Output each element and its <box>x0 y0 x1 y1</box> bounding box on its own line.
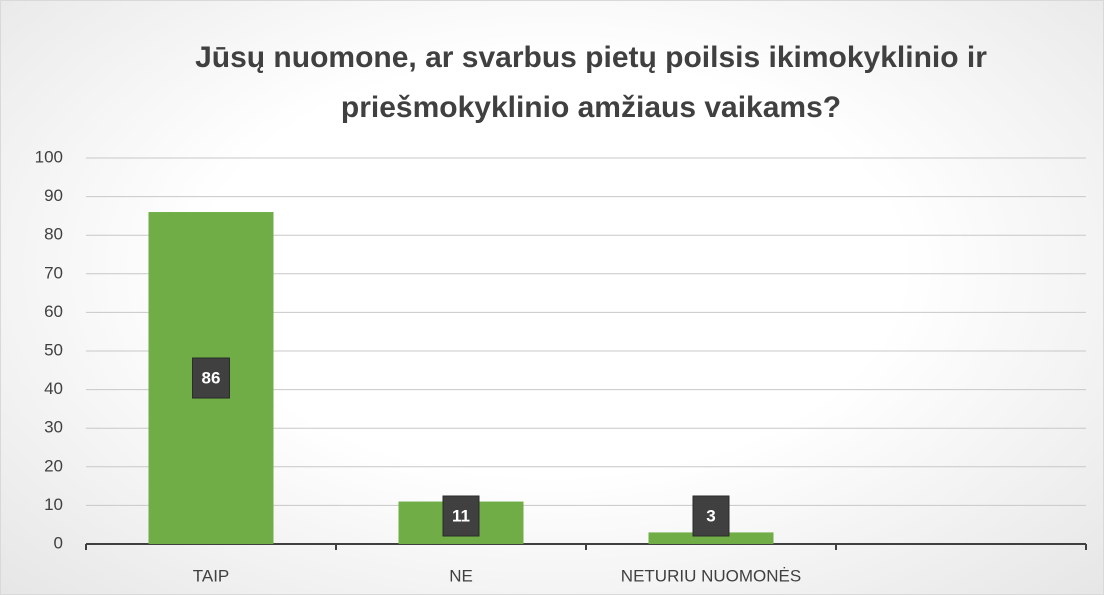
y-tick-label: 80 <box>44 225 63 244</box>
data-label-box <box>692 495 730 537</box>
x-tick-label: TAIP <box>193 566 230 585</box>
y-tick-label: 10 <box>44 495 63 514</box>
y-tick-label: 0 <box>54 533 63 552</box>
y-tick-label: 20 <box>44 456 63 475</box>
y-tick-label: 30 <box>44 418 63 437</box>
data-label: 11 <box>452 506 470 525</box>
chart-title: Jūsų nuomone, ar svarbus pietų poilsis i… <box>195 41 987 124</box>
y-tick-label: 90 <box>44 186 63 205</box>
y-tick-label: 50 <box>44 340 63 359</box>
y-tick-label: 40 <box>44 379 63 398</box>
bar <box>648 532 774 544</box>
y-tick-label: 100 <box>35 147 63 166</box>
y-tick-label: 60 <box>44 302 63 321</box>
data-label: 3 <box>706 506 715 525</box>
y-tick-label: 70 <box>44 263 63 282</box>
x-tick-label: NETURIU NUOMONĖS <box>621 566 801 585</box>
data-label-box <box>442 495 480 537</box>
x-tick-label: NE <box>449 566 473 585</box>
data-label: 86 <box>202 369 221 388</box>
data-label-box <box>192 357 230 399</box>
